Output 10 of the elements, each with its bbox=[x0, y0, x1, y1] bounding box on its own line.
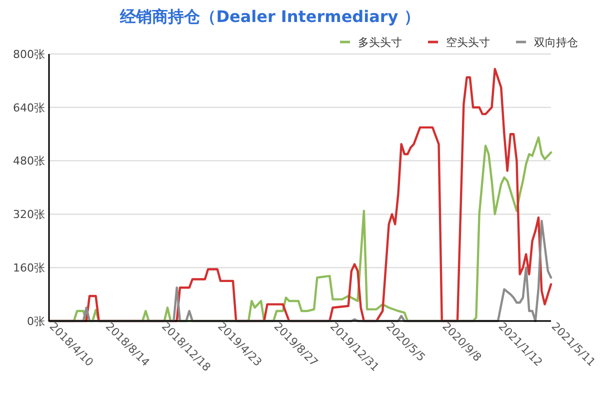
y-tick-label: 800张 bbox=[13, 48, 45, 61]
y-tick-label: 640张 bbox=[13, 101, 45, 114]
legend-label: 双向持仓 bbox=[534, 36, 578, 49]
y-tick-label: 160张 bbox=[13, 261, 45, 274]
y-tick-label: 0张 bbox=[27, 314, 45, 328]
legend-label: 多头头寸 bbox=[358, 36, 402, 49]
legend-label: 空头头寸 bbox=[446, 36, 490, 49]
chart-title: 经销商持仓（Dealer Intermediary ） bbox=[119, 7, 420, 26]
y-tick-label: 480张 bbox=[13, 154, 45, 168]
y-tick-label: 320张 bbox=[13, 208, 45, 222]
